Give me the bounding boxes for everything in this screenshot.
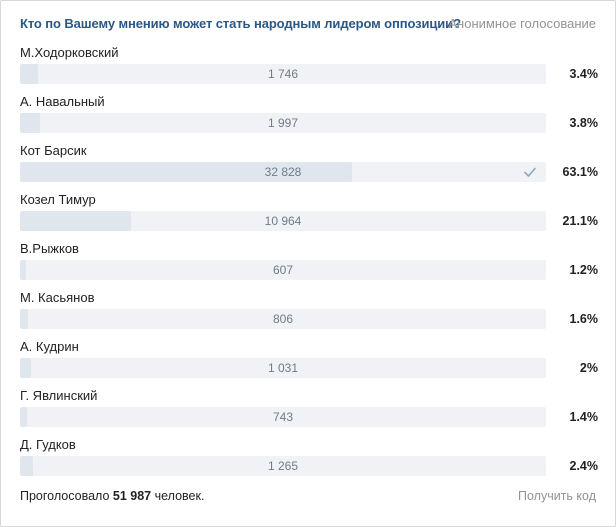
option-percent: 3.4%	[569, 67, 599, 81]
option-bar-fill	[20, 309, 29, 329]
option-vote-count: 1 997	[267, 116, 299, 130]
poll-footer: Проголосовало 51 987 человек. Получить к…	[20, 489, 596, 509]
poll-question: Кто по Вашему мнению может стать народны…	[20, 16, 461, 31]
option-bar[interactable]: 10 964	[20, 211, 546, 231]
total-prefix: Проголосовало	[20, 489, 110, 503]
option-bar[interactable]: 1 031	[20, 358, 546, 378]
option-bar[interactable]: 806	[20, 309, 546, 329]
option-vote-count: 806	[272, 312, 294, 326]
option-percent: 63.1%	[562, 165, 598, 179]
poll-options: М.Ходорковский 1 746 3.4% А. Навальный 1 997…	[20, 45, 598, 486]
option-label: Д. Гудков	[20, 437, 76, 452]
option-bar-fill	[20, 260, 27, 280]
option-bar-fill	[20, 407, 28, 427]
option-label: Кот Барсик	[20, 143, 87, 158]
option-vote-count: 1 265	[267, 459, 299, 473]
poll-option[interactable]: Д. Гудков 1 265 2.4%	[20, 437, 598, 486]
option-percent: 2.4%	[569, 459, 599, 473]
option-vote-count: 10 964	[264, 214, 302, 228]
option-bar[interactable]: 1 997	[20, 113, 546, 133]
poll-option[interactable]: Кот Барсик 32 828 63.1%	[20, 143, 598, 192]
option-bar[interactable]: 1 746	[20, 64, 546, 84]
total-count: 51 987	[112, 489, 152, 503]
option-label: Козел Тимур	[20, 192, 96, 207]
option-percent: 1.6%	[569, 312, 599, 326]
option-vote-count: 607	[272, 263, 294, 277]
option-vote-count: 32 828	[264, 165, 302, 179]
option-percent: 1.4%	[569, 410, 599, 424]
option-percent: 3.8%	[569, 116, 599, 130]
option-bar[interactable]: 743	[20, 407, 546, 427]
option-vote-count: 1 746	[267, 67, 299, 81]
option-bar-fill	[20, 358, 31, 378]
poll-option[interactable]: А. Навальный 1 997 3.8%	[20, 94, 598, 143]
option-label: М. Касьянов	[20, 290, 95, 305]
poll-option[interactable]: Г. Явлинский 743 1.4%	[20, 388, 598, 437]
option-bar[interactable]: 1 265	[20, 456, 546, 476]
option-percent: 2%	[579, 361, 598, 375]
total-suffix: человек.	[154, 489, 205, 503]
poll-header: Кто по Вашему мнению может стать народны…	[20, 16, 596, 36]
option-vote-count: 1 031	[267, 361, 299, 375]
checkmark-icon	[524, 167, 536, 177]
option-bar-fill	[20, 162, 352, 182]
poll-option[interactable]: М.Ходорковский 1 746 3.4%	[20, 45, 598, 94]
option-label: В.Рыжков	[20, 241, 79, 256]
option-bar[interactable]: 607	[20, 260, 546, 280]
option-percent: 21.1%	[562, 214, 598, 228]
option-label: А. Кудрин	[20, 339, 79, 354]
option-percent: 1.2%	[569, 263, 599, 277]
option-bar-fill	[20, 456, 33, 476]
get-code-link[interactable]: Получить код	[518, 489, 596, 503]
option-label: Г. Явлинский	[20, 388, 98, 403]
poll-option[interactable]: В.Рыжков 607 1.2%	[20, 241, 598, 290]
option-bar-fill	[20, 211, 131, 231]
option-label: М.Ходорковский	[20, 45, 119, 60]
option-bar[interactable]: 32 828	[20, 162, 546, 182]
poll-option[interactable]: М. Касьянов 806 1.6%	[20, 290, 598, 339]
poll-option[interactable]: А. Кудрин 1 031 2%	[20, 339, 598, 388]
poll-option[interactable]: Козел Тимур 10 964 21.1%	[20, 192, 598, 241]
option-label: А. Навальный	[20, 94, 105, 109]
option-bar-fill	[20, 113, 40, 133]
total-votes: Проголосовало 51 987 человек.	[20, 489, 204, 503]
poll-type-label: Анонимное голосование	[448, 16, 596, 31]
option-vote-count: 743	[272, 410, 294, 424]
option-bar-fill	[20, 64, 38, 84]
